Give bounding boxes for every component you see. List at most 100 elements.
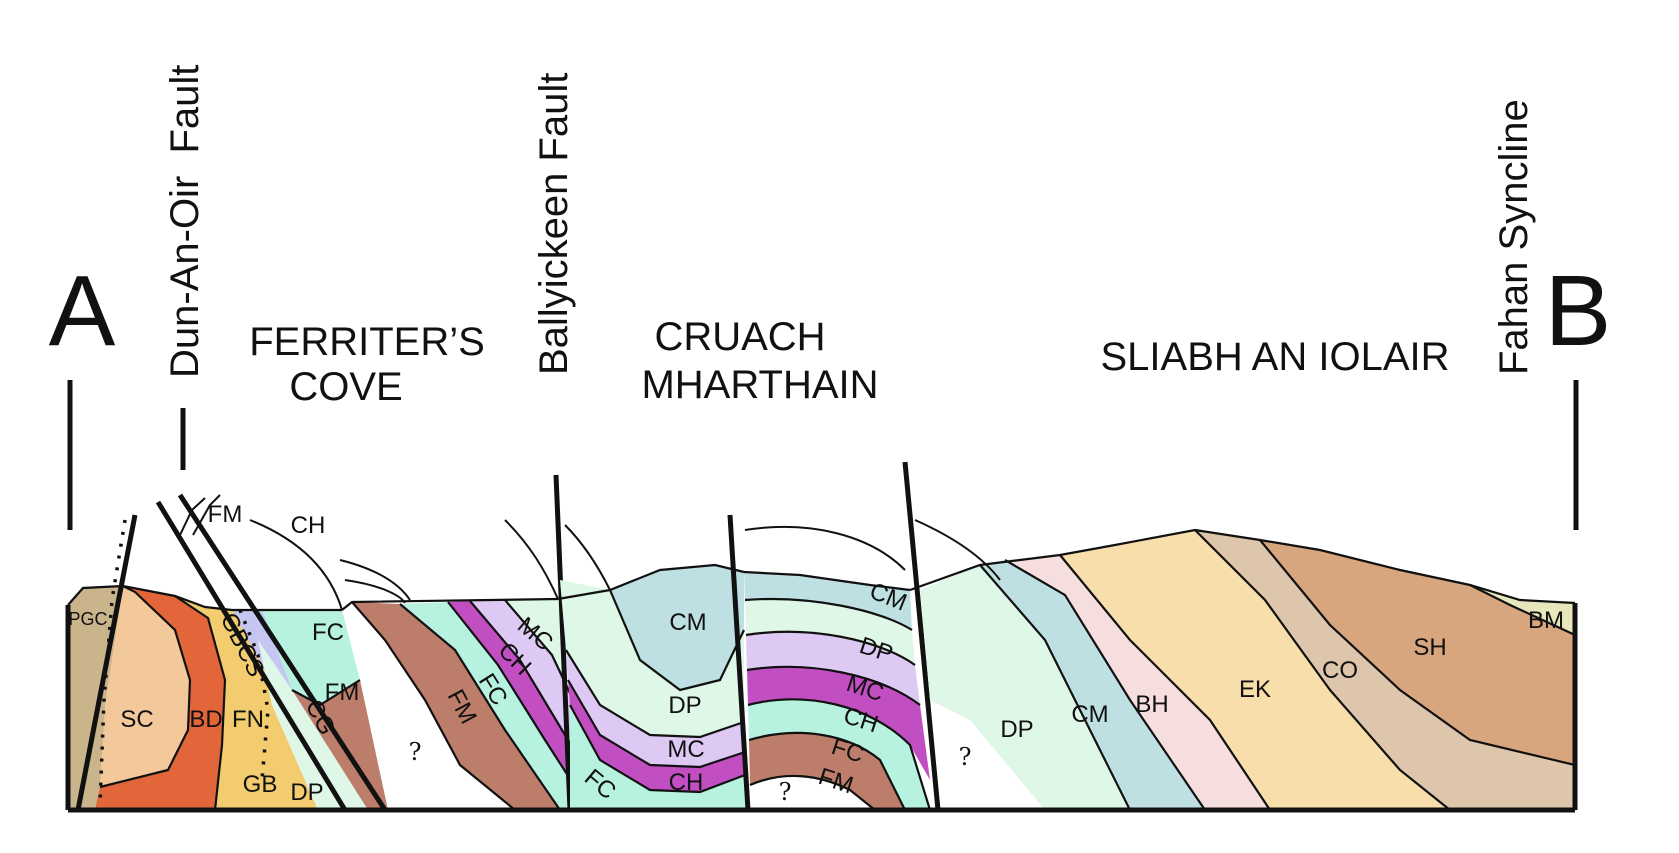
unit-fm-low — [352, 602, 560, 810]
sliabh-co-sh — [1259, 539, 1576, 767]
sliabh-ek-co — [1194, 529, 1451, 811]
fm-trace-east — [192, 494, 221, 536]
unit-co — [1195, 530, 1575, 810]
sliabh-cm-bh — [1004, 559, 1206, 811]
anticline-air-trace — [744, 525, 906, 571]
label-dp-cruach: DP — [668, 692, 701, 719]
boundary-fm-fc — [399, 603, 561, 811]
anticline-block — [743, 525, 932, 811]
label-fn: FN — [232, 706, 264, 733]
air-trace-3 — [504, 519, 559, 600]
unit-dp-left — [258, 640, 368, 810]
air-trace-2 — [344, 579, 406, 604]
ferriters-cove-label-line2: COVE — [289, 365, 402, 409]
label-co: CO — [1322, 657, 1358, 684]
unit-ch-east — [747, 666, 930, 780]
unit-bh — [1005, 555, 1270, 810]
dotted-contact-2 — [238, 609, 270, 781]
boundary-mc-ch — [567, 679, 746, 769]
label-mc-cruach: MC — [667, 736, 704, 763]
boundary-bd-gb — [174, 595, 227, 811]
cruach-surface — [557, 563, 745, 601]
east-fault-line — [902, 461, 941, 811]
unit-fc-ferriter — [262, 610, 360, 705]
unit-sc — [100, 586, 190, 787]
east-fm-base — [749, 774, 876, 811]
boundary-fc-fm — [291, 679, 361, 707]
label-gb: GB — [243, 771, 278, 798]
label-dp-sliabh: DP — [1000, 716, 1033, 743]
unit-dp-cruach — [560, 580, 744, 737]
boundary-dp-mc — [565, 649, 745, 739]
label-ek: EK — [1239, 676, 1271, 703]
boundary-sc-bd — [99, 585, 192, 789]
air-trace-1 — [339, 559, 411, 601]
sliabh-sh-bm — [1469, 584, 1576, 636]
sliabh-air-trace — [914, 519, 1001, 581]
unit-fc-bottom — [570, 705, 748, 810]
label-cm-sliabh: CM — [1071, 701, 1108, 728]
boundary-fm-base — [351, 601, 516, 811]
boundary-cm-dp — [608, 589, 745, 692]
east-ch-fc — [747, 698, 932, 811]
dun-an-oir-fault-line — [155, 500, 348, 812]
unit-fm-east — [749, 732, 905, 810]
label-cm-cruach: CM — [669, 609, 706, 636]
sliabh-bh-ek — [1059, 554, 1271, 811]
unit-gb — [175, 596, 318, 810]
ballyickeen-fault-label: Ballyickeen Fault — [532, 73, 576, 375]
end-label-a: A — [49, 255, 116, 367]
dun-an-oir-fault-line-2 — [177, 493, 388, 812]
label-bm: BM — [1528, 607, 1564, 634]
unit-ek — [1060, 530, 1450, 810]
west-block — [67, 514, 388, 811]
east-dp-mc — [745, 630, 916, 666]
dun-an-oir-fault-zone — [155, 493, 388, 812]
unit-dp-east — [745, 599, 915, 665]
boundary-ch-fc — [569, 704, 746, 794]
end-label-b: B — [1545, 255, 1612, 367]
uncertain-mark-2: ? — [779, 778, 792, 806]
cruach-label-line2: MHARTHAIN — [641, 363, 878, 407]
label-fm-top: FM — [208, 501, 243, 528]
ch-air-trace — [249, 519, 343, 611]
east-fc-fm — [748, 731, 906, 811]
unit-sh — [1260, 540, 1575, 765]
label-sc: SC — [120, 706, 153, 733]
pgc-fault — [75, 514, 138, 811]
unit-ch-cruach — [568, 680, 745, 792]
east-cm-dp — [744, 597, 913, 631]
dun-an-oir-fault-label: Dun-An-Oir Fault — [163, 65, 207, 378]
label-fm-ferriter: FM — [325, 679, 360, 706]
sliabh-label: SLIABH AN IOLAIR — [1100, 335, 1449, 379]
cruach-air-trace — [564, 524, 611, 591]
cruach-east-fault-line — [727, 514, 751, 811]
label-bd: BD — [189, 706, 222, 733]
sliabh-block — [909, 519, 1576, 811]
east-surface — [743, 570, 911, 592]
unit-dp-sliabh — [920, 565, 1130, 810]
unit-bd — [95, 586, 225, 810]
unit-cm-sliabh — [980, 560, 1205, 810]
label-pgc: PGC — [68, 609, 107, 629]
unit-fc-low — [400, 602, 590, 810]
label-sh: SH — [1413, 634, 1446, 661]
unit-cm-cruach — [610, 565, 744, 690]
sliabh-dp-cm — [979, 564, 1131, 811]
fm-trace-west — [179, 497, 206, 536]
uncertain-mark-1: ? — [409, 738, 422, 766]
unit-mc-east — [746, 631, 920, 705]
label-ch-cruach: CH — [669, 769, 704, 796]
cruach-block — [557, 524, 748, 810]
cruach-label-line1: CRUACH — [654, 315, 825, 359]
label-dp-left: DP — [290, 779, 323, 806]
unit-fc-east — [748, 699, 930, 810]
ballyickeen-fault-line — [553, 474, 573, 811]
label-bh: BH — [1135, 691, 1168, 718]
unit-cm-east — [744, 572, 912, 630]
label-ch-top: CH — [291, 512, 326, 539]
fahan-syncline-label: Fahan Syncline — [1492, 99, 1536, 375]
east-mc-ch — [746, 665, 921, 706]
label-fc-ferriter: FC — [312, 619, 344, 646]
